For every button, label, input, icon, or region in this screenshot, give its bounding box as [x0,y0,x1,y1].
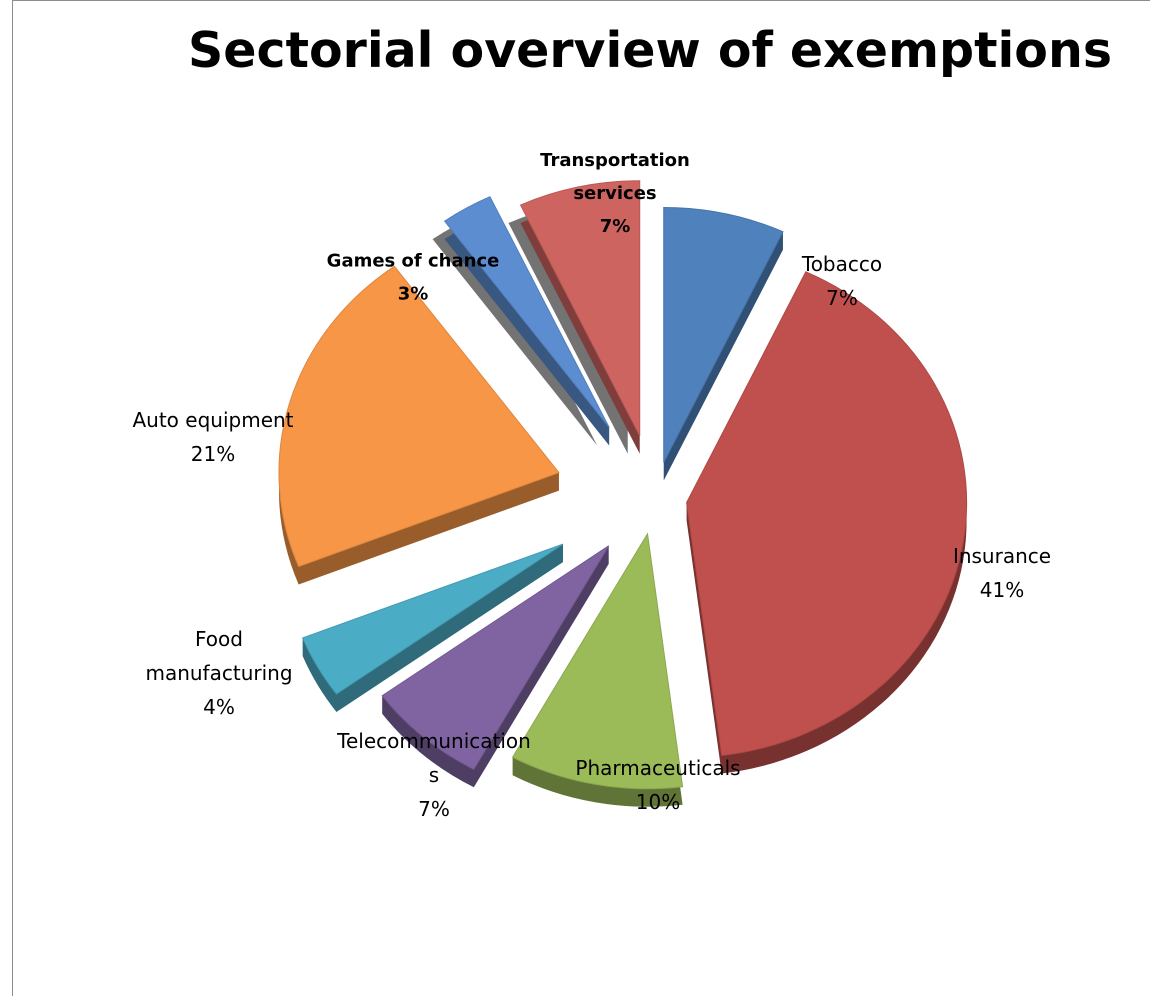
slice-label-pharmaceuticals: Pharmaceuticals 10% [575,756,740,814]
slice-label-food-manufacturing: Food manufacturing 4% [145,627,292,719]
slice-telecommunications [381,545,610,770]
slice-side-games-of-chance [444,196,610,446]
slice-auto-equipment [278,265,560,568]
slice-tobacco [663,206,784,463]
slice-label-tobacco: Tobacco 7% [801,252,882,310]
slice-label-transportation-services: Transportation services 7% [540,150,690,237]
slice-food-manufacturing [301,543,564,695]
slice-side-tobacco [663,207,783,481]
slice-label-games-of-chance: Games of chance 3% [327,251,500,305]
chart-title: Sectorial overview of exemptions [188,22,1113,79]
slice-side-transportation-services [520,180,640,454]
slice-pharmaceuticals [511,532,684,790]
slice-games-of-chance [443,196,610,428]
slice-side-pharmaceuticals [512,533,683,807]
slice-label-telecommunications: Telecommunication s 7% [336,729,531,821]
slice-side-auto-equipment [278,266,559,585]
slice-insurance [686,271,968,757]
slice-label-auto-equipment: Auto equipment 21% [132,408,293,466]
slice-label-insurance: Insurance 41% [953,544,1051,602]
slice-transportation-services [519,180,641,437]
